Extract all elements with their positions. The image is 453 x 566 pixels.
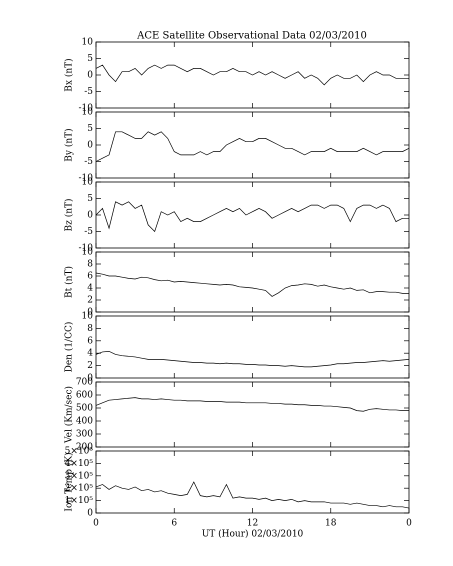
y-tick-label: -10: [79, 104, 94, 114]
x-tick-label: 12: [247, 519, 258, 529]
y-tick-label: 5: [87, 54, 93, 64]
y-tick-label: 10: [82, 248, 94, 258]
y-tick-label: 0: [87, 374, 93, 384]
panel-frame: [95, 181, 410, 249]
y-axis-label: Bz (nT): [64, 198, 75, 231]
y-axis-label: Vel (Km/sec): [64, 386, 75, 444]
panel-frame: [95, 111, 410, 179]
data-line: [95, 64, 409, 86]
y-axis-label: Bx (nT): [64, 58, 75, 91]
y-tick-label: -10: [79, 244, 94, 254]
y-tick-label: -5: [84, 157, 93, 167]
y-tick-label: 8: [87, 260, 93, 270]
x-tick-label: 0: [93, 519, 99, 529]
y-tick-label: 700: [76, 378, 93, 388]
panel-frame: [95, 251, 410, 313]
data-line: [95, 131, 410, 162]
y-tick-label: 5: [87, 194, 93, 204]
chart-title: ACE Satellite Observational Data 02/03/2…: [136, 31, 367, 42]
y-tick-label: 0: [87, 71, 93, 81]
y-axis-label: By (nT): [64, 128, 75, 161]
y-tick-label: 2: [87, 296, 93, 306]
y-tick-label: 2×10⁵: [65, 484, 94, 494]
data-line: [95, 201, 409, 233]
y-tick-label: -5: [84, 87, 93, 97]
panel-frame: [95, 381, 410, 448]
y-tick-label: 10: [82, 312, 94, 322]
y-tick-label: 0: [87, 211, 93, 221]
y-tick-label: 1×10⁵: [65, 496, 94, 506]
y-axis-label: Den (1/CC): [64, 322, 75, 373]
y-tick-label: 10: [82, 38, 94, 48]
y-axis-label: Bt (nT): [64, 266, 75, 298]
y-tick-label: 0: [87, 141, 93, 151]
x-tick-label: 18: [325, 519, 337, 529]
y-tick-label: 300: [76, 430, 93, 440]
y-tick-label: 4: [87, 284, 93, 294]
y-tick-label: 200: [76, 443, 93, 453]
y-tick-label: 2: [87, 361, 93, 371]
x-axis-label: UT (Hour) 02/03/2010: [202, 529, 304, 540]
y-tick-label: 10: [82, 108, 94, 118]
panel-frame: [95, 315, 410, 379]
y-tick-label: -5: [84, 227, 93, 237]
x-tick-label: 6: [171, 519, 177, 529]
data-line: [95, 272, 409, 297]
data-line: [95, 397, 409, 412]
y-tick-label: -10: [79, 174, 94, 184]
y-tick-label: 10: [82, 178, 94, 188]
y-tick-label: 5×10⁵: [65, 447, 94, 457]
data-line: [95, 481, 410, 509]
y-tick-label: 400: [76, 417, 93, 427]
y-tick-label: 8: [87, 324, 93, 334]
y-tick-label: 6: [87, 336, 93, 346]
y-tick-label: 500: [76, 404, 93, 414]
x-tick-label: 0: [406, 519, 412, 529]
panel-frame: [95, 450, 410, 514]
y-tick-label: 6: [87, 272, 93, 282]
data-line: [95, 350, 410, 368]
y-tick-label: 600: [76, 391, 93, 401]
y-axis-label: Ion Temp (K): [64, 452, 75, 511]
y-tick-label: 3×10⁵: [65, 471, 94, 481]
y-tick-label: 4×10⁵: [65, 459, 94, 469]
y-tick-label: 0: [87, 509, 93, 519]
y-tick-label: 5: [87, 124, 93, 134]
y-tick-label: 4: [87, 349, 93, 359]
y-tick-label: 0: [87, 308, 93, 318]
